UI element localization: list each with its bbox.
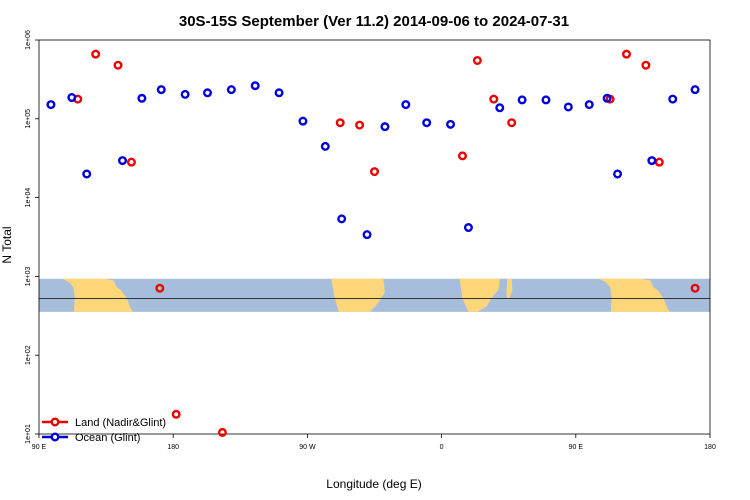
plot-frame — [38, 39, 711, 435]
land-point — [489, 94, 499, 104]
ocean-point — [274, 88, 284, 98]
y-tick-label: 1e+03 — [25, 266, 32, 286]
x-tick-label: 90 E — [32, 444, 47, 451]
y-axis: 1e+01 1e+02 1e+03 1e+04 1e+05 1e+06 — [25, 30, 39, 444]
x-tick-label: 180 — [167, 444, 179, 451]
ocean-point — [380, 122, 390, 132]
legend: Land (Nadir&Glint) Ocean (Glint) — [42, 417, 166, 444]
legend-marker — [50, 432, 60, 442]
x-tick-label: 0 — [440, 444, 444, 451]
y-tick-label: 1e+05 — [25, 109, 32, 129]
land-point — [641, 60, 651, 70]
x-axis: 90 E 180 90 W 0 90 E 180 — [32, 434, 716, 451]
ocean-point — [298, 116, 308, 126]
landmass-madagascar — [506, 278, 513, 301]
ocean-point — [226, 85, 236, 95]
chart-title: 30S-15S September (Ver 11.2) 2014-09-06 … — [179, 13, 569, 30]
x-axis-label: Longitude (deg E) — [326, 477, 421, 491]
y-tick-label: 1e+06 — [25, 30, 32, 50]
ocean-point — [250, 81, 260, 91]
ocean-point — [202, 88, 212, 98]
ocean-point — [563, 102, 573, 112]
legend-label: Land (Nadir&Glint) — [75, 417, 166, 429]
ocean-point — [446, 119, 456, 129]
ocean-point — [46, 100, 56, 110]
ocean-point — [613, 169, 623, 179]
land-point — [171, 409, 181, 419]
x-tick-label: 180 — [704, 444, 716, 451]
land-point — [507, 118, 517, 128]
y-tick-label: 1e+01 — [25, 424, 32, 444]
ocean-point — [320, 141, 330, 151]
land-point — [621, 49, 631, 59]
landmass-australia — [62, 278, 133, 312]
land-point — [217, 427, 227, 437]
land-point — [335, 118, 345, 128]
ocean-point — [362, 230, 372, 240]
ocean-point — [647, 156, 657, 166]
land-point — [690, 283, 700, 293]
ocean-point — [401, 100, 411, 110]
ocean-point — [463, 223, 473, 233]
land-point — [113, 60, 123, 70]
ocean-point — [156, 85, 166, 95]
landmass-africa — [459, 278, 500, 312]
ocean-point — [690, 85, 700, 95]
legend-marker — [50, 417, 60, 427]
ocean-point — [118, 156, 128, 166]
land-point — [355, 120, 365, 130]
land-point — [654, 157, 664, 167]
ocean-point — [668, 94, 678, 104]
land-point — [91, 49, 101, 59]
ocean-point — [67, 93, 77, 103]
ocean-point — [495, 103, 505, 113]
world-map-band — [39, 278, 710, 312]
ocean-point — [82, 169, 92, 179]
ocean-point — [541, 95, 551, 105]
ocean-point — [137, 93, 147, 103]
land-point — [457, 151, 467, 161]
land-point — [126, 157, 136, 167]
x-tick-label: 90 E — [569, 444, 584, 451]
data-points — [46, 49, 700, 437]
ocean-point — [180, 89, 190, 99]
land-point — [472, 55, 482, 65]
x-tick-label: 90 W — [299, 444, 316, 451]
land-point — [155, 283, 165, 293]
ocean-point — [517, 95, 527, 105]
y-axis-label: N Total — [0, 226, 14, 263]
ocean-point — [422, 118, 432, 128]
y-tick-label: 1e+02 — [25, 345, 32, 365]
ocean-point — [602, 93, 612, 103]
y-tick-label: 1e+04 — [25, 188, 32, 208]
legend-label: Ocean (Glint) — [75, 432, 140, 444]
landmass-south-america — [331, 278, 385, 312]
ocean-point — [337, 214, 347, 224]
land-point — [370, 167, 380, 177]
ocean-point — [584, 100, 594, 110]
landmass-australia-2 — [598, 278, 670, 312]
